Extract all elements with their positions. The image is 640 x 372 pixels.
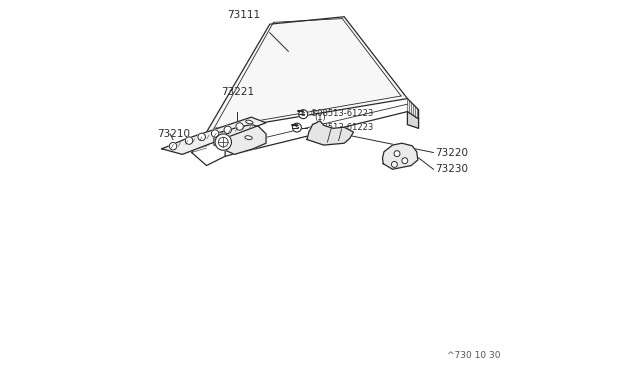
Circle shape [392, 161, 397, 167]
Polygon shape [383, 143, 418, 169]
Circle shape [299, 110, 308, 119]
Circle shape [236, 123, 243, 130]
Text: ®08513-61223: ®08513-61223 [310, 109, 374, 118]
Circle shape [170, 142, 177, 150]
Polygon shape [207, 17, 408, 132]
Ellipse shape [245, 136, 252, 140]
Ellipse shape [246, 120, 253, 124]
Text: 73220: 73220 [435, 148, 468, 157]
Text: (1): (1) [314, 113, 326, 122]
Text: 73230: 73230 [435, 164, 468, 174]
Text: ^730 10 30: ^730 10 30 [447, 351, 500, 360]
Circle shape [186, 137, 193, 144]
Polygon shape [307, 121, 353, 145]
Text: S: S [301, 112, 305, 117]
Circle shape [292, 123, 301, 132]
Circle shape [394, 151, 400, 157]
Circle shape [224, 126, 232, 134]
Polygon shape [162, 117, 266, 154]
Text: (2): (2) [314, 127, 326, 136]
Polygon shape [408, 112, 419, 128]
Polygon shape [408, 99, 419, 119]
Circle shape [211, 130, 219, 137]
Circle shape [198, 133, 205, 141]
Polygon shape [214, 125, 266, 154]
Text: ®08513-61223: ®08513-61223 [310, 123, 374, 132]
Circle shape [215, 134, 232, 150]
Circle shape [402, 158, 408, 164]
Text: 73111: 73111 [227, 10, 260, 20]
Text: S: S [294, 125, 300, 130]
Text: 73221: 73221 [221, 87, 254, 97]
Text: 73210: 73210 [157, 129, 190, 139]
